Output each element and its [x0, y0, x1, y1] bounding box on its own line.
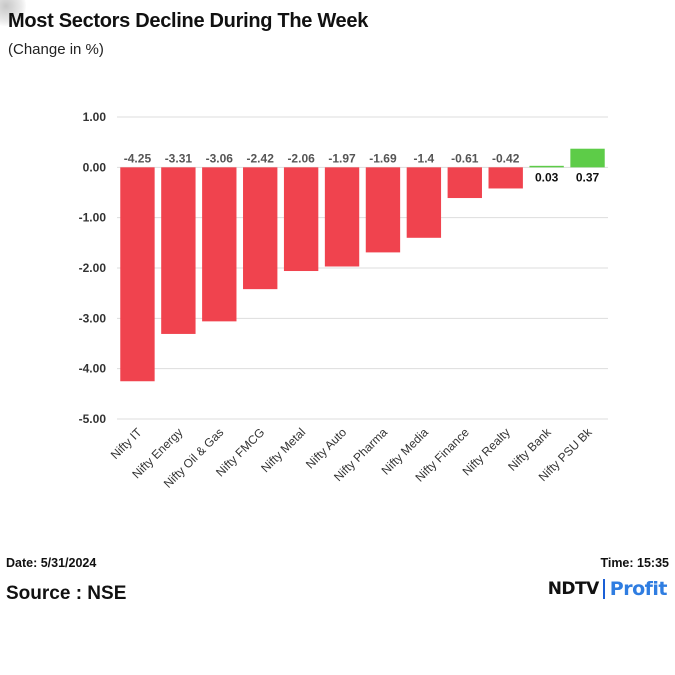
bar [447, 167, 482, 199]
y-tick-label: -5.00 [79, 412, 107, 426]
value-label: -1.4 [414, 151, 435, 165]
value-labels: -4.25 -3.31 -3.06 -2.42 -2.06 -1.97 -1.69 -1.4 -… [124, 151, 600, 184]
bar [324, 167, 360, 267]
value-label: -4.25 [124, 151, 152, 165]
bar [488, 167, 523, 189]
value-label: -1.97 [328, 151, 356, 165]
chart-subtitle: (Change in %) [8, 41, 104, 58]
value-label: -3.31 [165, 151, 193, 165]
value-label: -2.42 [247, 151, 275, 165]
gridlines [117, 116, 608, 420]
time-label: Time: 15:35 [600, 556, 669, 570]
value-label: -3.06 [206, 151, 234, 165]
value-label: -0.42 [492, 151, 520, 165]
y-axis-ticks: 1.00 0.00 -1.00 -2.00 -3.00 -4.00 -5.00 [79, 110, 107, 426]
bar [243, 167, 278, 290]
bar [283, 167, 319, 272]
logo-divider [602, 579, 605, 599]
bar [202, 167, 237, 322]
y-tick-label: -2.00 [79, 261, 107, 275]
value-label: 0.37 [576, 170, 600, 184]
y-tick-label: 1.00 [83, 110, 107, 124]
logo-ndtv-text: NDTV [547, 579, 600, 599]
bars [120, 148, 605, 382]
date-label: Date: 5/31/2024 [6, 556, 97, 570]
value-label: -0.61 [451, 151, 479, 165]
y-tick-label: -3.00 [79, 311, 107, 325]
bar [529, 165, 564, 168]
bar [570, 148, 605, 168]
y-tick-label: -1.00 [79, 211, 107, 225]
ndtv-profit-logo: NDTV Profit [547, 576, 668, 602]
bar [161, 167, 196, 334]
value-label: -1.69 [369, 151, 397, 165]
x-tick-label: Nifty IT [108, 425, 145, 462]
bar [406, 167, 442, 238]
x-tick-label: Nifty Metal [258, 425, 308, 475]
logo-profit-text: Profit [609, 578, 668, 600]
y-tick-label: -4.00 [79, 362, 107, 376]
value-label: -2.06 [287, 151, 315, 165]
source-label: Source : NSE [6, 583, 127, 604]
value-label: 0.03 [535, 170, 559, 184]
chart-title: Most Sectors Decline During The Week [8, 10, 369, 32]
bar [120, 167, 155, 382]
y-tick-label: 0.00 [83, 160, 107, 174]
bar [365, 167, 401, 253]
